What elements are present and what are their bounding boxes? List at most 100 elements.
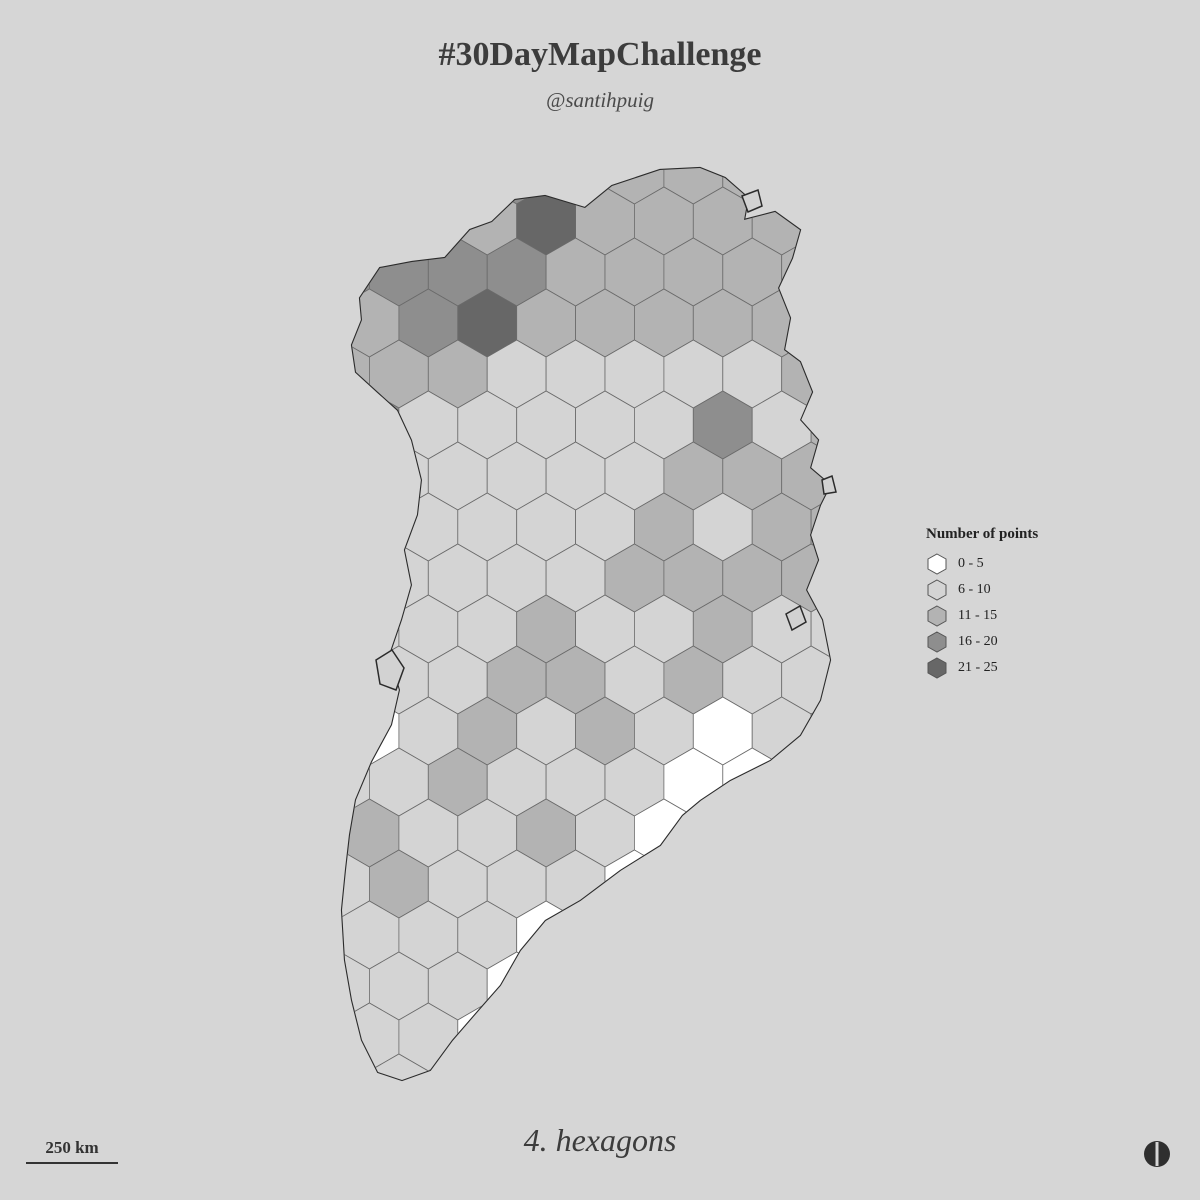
hex-cell bbox=[988, 187, 1047, 255]
legend-item: 6 - 10 bbox=[926, 577, 1038, 603]
hex-cell bbox=[545, 168, 606, 205]
hex-cell bbox=[1017, 340, 1076, 408]
hex-cell bbox=[810, 900, 830, 970]
hex-cell bbox=[1106, 901, 1165, 969]
hex-cell bbox=[870, 595, 929, 663]
hex-cell bbox=[398, 186, 459, 256]
hex-cell bbox=[1047, 493, 1106, 561]
hex-cell bbox=[342, 645, 370, 715]
hex-cell bbox=[900, 442, 959, 510]
author-handle: @santihpuig bbox=[546, 88, 654, 112]
hex-cell bbox=[841, 1054, 900, 1122]
hex-cell bbox=[781, 747, 830, 817]
hex-cell bbox=[604, 1053, 665, 1080]
hex-cell bbox=[575, 1002, 635, 1072]
hex-cell bbox=[841, 340, 900, 408]
hex-cell bbox=[900, 1156, 959, 1200]
hex-cell bbox=[1106, 187, 1165, 255]
hex-cell bbox=[751, 1002, 812, 1072]
hex-cell bbox=[1165, 595, 1200, 663]
legend-label: 0 - 5 bbox=[958, 556, 984, 571]
hex-cell bbox=[929, 187, 988, 255]
hex-cell bbox=[1017, 952, 1076, 1020]
hex-cell bbox=[545, 1053, 606, 1080]
hex-cell bbox=[663, 1053, 724, 1080]
hex-cell bbox=[841, 544, 900, 612]
legend-item: 0 - 5 bbox=[926, 551, 1038, 577]
hex-cell bbox=[605, 1156, 664, 1200]
hex-cell bbox=[1165, 1003, 1200, 1071]
hex-cell bbox=[1106, 799, 1165, 867]
legend-label: 21 - 25 bbox=[958, 660, 998, 675]
hex-cell bbox=[1017, 1054, 1076, 1122]
hex-cell bbox=[486, 1053, 547, 1080]
hex-cell bbox=[870, 901, 929, 969]
hex-cell bbox=[929, 391, 988, 459]
hex-cell bbox=[722, 1053, 783, 1080]
hex-cell bbox=[751, 798, 812, 868]
hex-cell bbox=[929, 901, 988, 969]
hex-cell bbox=[841, 136, 900, 204]
hex-cell bbox=[870, 289, 929, 357]
hex-cell bbox=[841, 442, 900, 510]
island bbox=[375, 648, 405, 691]
hex-cell bbox=[958, 850, 1017, 918]
hex-cell bbox=[988, 391, 1047, 459]
island bbox=[821, 474, 837, 495]
hex-cell bbox=[929, 1003, 988, 1071]
hex-cell bbox=[870, 799, 929, 867]
hex-cell bbox=[751, 900, 812, 970]
hex-cell bbox=[634, 1002, 694, 1072]
hex-cell bbox=[604, 951, 665, 1021]
hex-cell bbox=[1165, 289, 1200, 357]
hex-cell bbox=[1194, 952, 1200, 1020]
hex-cell bbox=[1106, 697, 1165, 765]
day-title: 4. hexagons bbox=[523, 1122, 677, 1158]
hex-cell bbox=[870, 187, 929, 255]
hex-cell bbox=[900, 952, 959, 1020]
legend-label: 16 - 20 bbox=[958, 634, 998, 649]
hex-cell bbox=[1106, 1003, 1165, 1071]
island bbox=[785, 604, 807, 632]
hex-cell bbox=[988, 901, 1047, 969]
hex-cell bbox=[516, 1002, 576, 1072]
hex-cell bbox=[342, 441, 370, 511]
hex-cell bbox=[1076, 646, 1135, 714]
hex-cell bbox=[958, 748, 1017, 816]
hex-cell bbox=[575, 900, 635, 970]
hex-cell bbox=[1135, 136, 1194, 204]
hex-cell bbox=[1194, 646, 1200, 714]
hex-cell bbox=[958, 442, 1017, 510]
scale-line bbox=[26, 1162, 118, 1164]
hex-cell bbox=[1076, 850, 1135, 918]
hex-cell bbox=[1047, 595, 1106, 663]
hex-cell bbox=[1076, 136, 1135, 204]
hex-cell bbox=[1106, 289, 1165, 357]
hex-cell bbox=[1047, 901, 1106, 969]
hex-cell bbox=[958, 952, 1017, 1020]
hex-cell bbox=[958, 136, 1017, 204]
hex-cell bbox=[1047, 1003, 1106, 1071]
hex-cell bbox=[1165, 697, 1200, 765]
hex-cell bbox=[1017, 1156, 1076, 1200]
hex-cell bbox=[841, 646, 900, 714]
hex-cell bbox=[900, 748, 959, 816]
hex-cell bbox=[311, 1156, 370, 1200]
legend-hexagon-icon bbox=[927, 605, 947, 627]
legend-title: Number of points bbox=[926, 526, 1039, 542]
hex-cell bbox=[958, 238, 1017, 306]
hex-cell bbox=[900, 340, 959, 408]
legend-hexagon-icon bbox=[927, 657, 947, 679]
legend-item: 21 - 25 bbox=[926, 655, 1038, 681]
hex-cell bbox=[634, 900, 694, 970]
scale-label: 250 km bbox=[45, 1138, 99, 1157]
hex-cell bbox=[841, 1156, 900, 1200]
hex-cell bbox=[870, 697, 929, 765]
hex-cell bbox=[722, 849, 783, 919]
hex-cell bbox=[1135, 340, 1194, 408]
hex-cell bbox=[841, 952, 900, 1020]
hex-cell bbox=[427, 1053, 488, 1080]
hex-cell bbox=[929, 799, 988, 867]
legend: Number of points 0 - 5 6 - 10 11 - 15 16… bbox=[926, 526, 1038, 681]
hex-cell bbox=[1076, 952, 1135, 1020]
